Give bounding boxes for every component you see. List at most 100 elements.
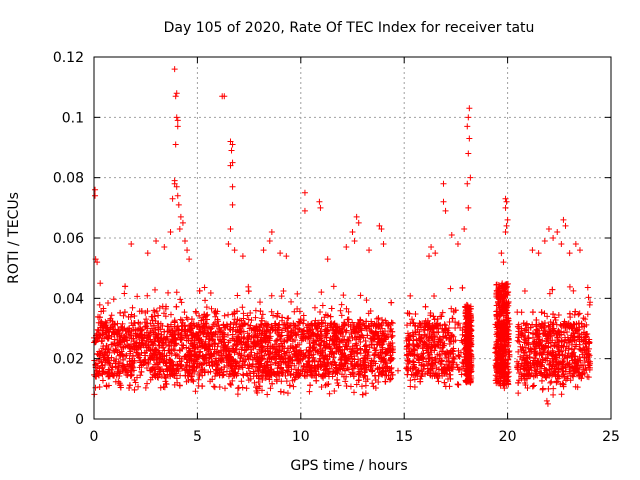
data-point [317,308,324,315]
data-point [225,311,232,318]
data-point [585,294,592,301]
data-point [248,349,255,356]
data-point [295,360,302,367]
data-point [318,373,325,380]
data-point [144,308,151,315]
data-point [307,382,314,389]
data-point [447,285,454,292]
data-point [515,379,522,386]
data-point [343,305,350,312]
data-point [114,320,121,327]
data-point [524,334,531,341]
data-point [257,299,264,306]
data-point [282,372,289,379]
data-point [330,283,337,290]
data-point [224,332,231,339]
data-point [192,388,199,395]
data-point [311,304,318,311]
data-point [326,390,333,397]
data-point [221,385,228,392]
data-point [267,385,274,392]
data-point [224,343,231,350]
data-point [345,308,352,315]
data-point [571,311,578,318]
data-point [183,378,190,385]
data-point [245,316,252,323]
data-point [575,311,582,318]
data-point [530,373,537,380]
data-point [388,299,395,306]
data-point [306,388,313,395]
data-point [529,383,536,390]
data-point [294,290,301,297]
data-point [234,391,241,398]
data-point [208,305,215,312]
data-point [143,365,150,372]
data-point [331,387,338,394]
data-point [126,382,133,389]
data-point [177,296,184,303]
data-point [530,382,537,389]
data-point [149,374,156,381]
data-point [318,289,325,296]
data-point [455,352,462,359]
data-point [324,312,331,319]
data-point [562,347,569,354]
data-point [283,378,290,385]
data-point [455,381,462,388]
data-point [247,310,254,317]
data-point [150,307,157,314]
data-point [514,309,521,316]
data-point [92,384,99,391]
data-point [539,385,546,392]
data-point [238,378,245,385]
data-point [171,347,178,354]
data-point [517,343,524,350]
data-point [342,378,349,385]
data-point [134,374,141,381]
data-point [340,292,347,299]
data-point [131,386,138,393]
data-point [173,367,180,374]
data-point [221,312,228,319]
data-point [338,312,345,319]
data-point [345,316,352,323]
data-point [404,322,411,329]
data-point [259,311,266,318]
data-point [520,336,527,343]
data-point [245,321,252,328]
data-point [547,379,554,386]
data-point [165,289,172,296]
data-point [357,292,364,299]
data-point [455,320,462,327]
data-point [177,316,184,323]
data-point [334,376,341,383]
data-point [202,297,209,304]
data-point [363,297,370,304]
data-point [126,384,133,391]
data-point [127,372,134,379]
data-point [459,284,466,291]
data-point [99,377,106,384]
data-point [157,384,164,391]
data-point [280,389,287,396]
data-point [176,382,183,389]
data-point [239,304,246,311]
data-point [541,310,548,317]
data-point [234,292,241,299]
data-point [235,384,242,391]
data-point [274,313,281,320]
data-point [412,310,419,317]
data-point [570,287,577,294]
data-point [422,303,429,310]
data-point [358,383,365,390]
data-point [285,315,292,322]
data-point [122,283,129,290]
data-point [207,289,214,296]
data-point [134,350,141,357]
data-point [143,316,150,323]
data-point [144,380,151,387]
data-point [452,319,459,326]
data-point [155,312,162,319]
data-point [278,340,285,347]
